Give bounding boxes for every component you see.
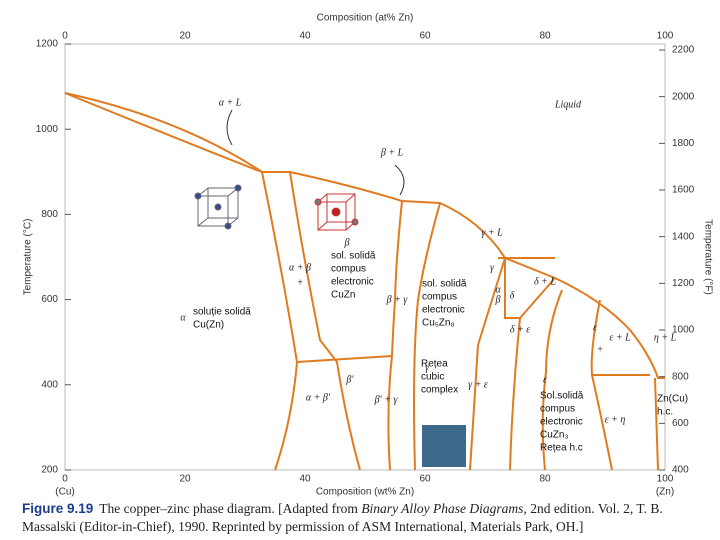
phase-label: α + L: [219, 97, 242, 108]
phase-label: +: [597, 344, 604, 355]
phase-label: ε + L: [609, 332, 631, 343]
end-label: (Cu): [55, 487, 74, 498]
left-tick-label: 600: [41, 294, 58, 305]
caption-rest: 2nd edition. Vol. 2, T. B. Massalski (Ed…: [22, 501, 663, 534]
left-tick-label: 1000: [36, 124, 59, 135]
annotation: h.c.: [657, 407, 673, 418]
top-tick-label: 80: [539, 31, 551, 42]
right-tick-label: 1600: [672, 185, 695, 196]
right-tick-label: 1800: [672, 138, 695, 149]
caption: Figure 9.19 The copper–zinc phase diagram…: [22, 500, 712, 536]
right-tick-label: 1000: [672, 325, 695, 336]
right-tick-label: 1400: [672, 231, 695, 242]
phase-label: +: [297, 277, 304, 288]
top-tick-label: 40: [299, 31, 311, 42]
right-tick-label: 800: [672, 371, 689, 382]
top-axis-title: Composition (at% Zn): [317, 13, 414, 24]
phase-lines: [64, 92, 665, 471]
pointer-arrow: [226, 109, 233, 146]
phase-label: α: [495, 284, 501, 295]
annotation: CuZn₃: [540, 430, 569, 441]
phase-label: α: [180, 312, 186, 323]
phase-label: β: [344, 237, 350, 248]
figure-number: Figure 9.19: [22, 501, 94, 516]
annotation: Sol.solidă: [540, 391, 584, 402]
annotation: electronic: [540, 417, 583, 428]
phase-label: ε: [593, 322, 597, 333]
pointer-arrow: [394, 164, 405, 196]
crystal-photo: [422, 425, 466, 467]
caption-book: Binary Alloy Phase Diagrams,: [361, 501, 527, 516]
annotation: sol. solidă: [422, 279, 467, 290]
right-tick-label: 1200: [672, 278, 695, 289]
phase-label: η + L: [654, 332, 677, 343]
phase-label: β: [495, 294, 501, 305]
bottom-tick-label: 40: [299, 474, 311, 485]
annotation: CuZn: [331, 290, 355, 301]
annotation: Rețea h.c: [540, 443, 583, 454]
right-tick-label: 600: [672, 418, 689, 429]
left-tick-label: 200: [41, 465, 58, 476]
annotation: cubic: [421, 372, 444, 383]
plot-frame: [64, 43, 666, 471]
phase-label: β′ + γ: [374, 394, 399, 405]
phase-label: γ + L: [481, 227, 503, 238]
left-axis-title: Temperature (°C): [23, 219, 34, 296]
bottom-tick-label: 60: [419, 474, 431, 485]
bcc-unit-cell: [194, 184, 242, 230]
bottom-tick-label: 20: [179, 474, 191, 485]
annotation: sol. solidă: [331, 251, 376, 262]
phase-label: β′: [345, 374, 354, 385]
phase-label: ε: [543, 374, 547, 385]
cucl-unit-cell: [314, 193, 359, 231]
annotation: Zn(Cu): [657, 394, 688, 405]
end-label: (Zn): [656, 487, 674, 498]
bottom-tick-label: 80: [539, 474, 551, 485]
right-tick-label: 400: [672, 465, 689, 476]
bottom-tick-label: 100: [657, 474, 674, 485]
phase-label: α + β′: [306, 392, 331, 403]
phase-label: δ: [510, 290, 515, 301]
phase-label: β + γ: [386, 294, 409, 305]
annotation: compus: [540, 404, 575, 415]
annotation: electronic: [331, 277, 374, 288]
top-tick-label: 20: [179, 31, 191, 42]
top-tick-label: 0: [62, 31, 68, 42]
phase-label: δ + ε: [510, 324, 530, 335]
phase-label: γ: [490, 262, 495, 273]
bottom-tick-label: 0: [62, 474, 68, 485]
left-tick-label: 1200: [36, 39, 59, 50]
right-axis-title: Temperature (°F): [702, 219, 713, 295]
left-tick-label: 800: [41, 209, 58, 220]
top-tick-label: 100: [657, 31, 674, 42]
annotation: compus: [422, 292, 457, 303]
phase-diagram: 0 20 40 60 80 100 Composition (at% Zn) 0 20 40 60 8…: [23, 13, 714, 498]
annotation: Rețea: [421, 359, 448, 370]
phase-label: α + β: [289, 262, 311, 273]
left-tick-label: 400: [41, 379, 58, 390]
annotation: electronic: [422, 305, 465, 316]
phase-label: β + L: [380, 147, 404, 158]
phase-label: γ + ε: [468, 379, 488, 390]
right-tick-label: 2200: [672, 45, 695, 56]
annotation: Cu(Zn): [193, 320, 224, 331]
phase-label: ε + η: [605, 414, 626, 425]
right-tick-label: 2000: [672, 91, 695, 102]
annotation: compus: [331, 264, 366, 275]
top-tick-label: 60: [419, 31, 431, 42]
bottom-axis-title: Composition (wt% Zn): [316, 487, 414, 498]
phase-label: δ + L: [534, 276, 556, 287]
annotation: complex: [421, 385, 458, 396]
annotation: soluție solidă: [193, 307, 251, 318]
phase-label: Liquid: [554, 99, 582, 110]
annotation: Cu₅Zn₈: [422, 318, 455, 329]
caption-text: The copper–zinc phase diagram. [Adapted …: [99, 501, 358, 516]
phase-label: γ: [425, 362, 430, 373]
